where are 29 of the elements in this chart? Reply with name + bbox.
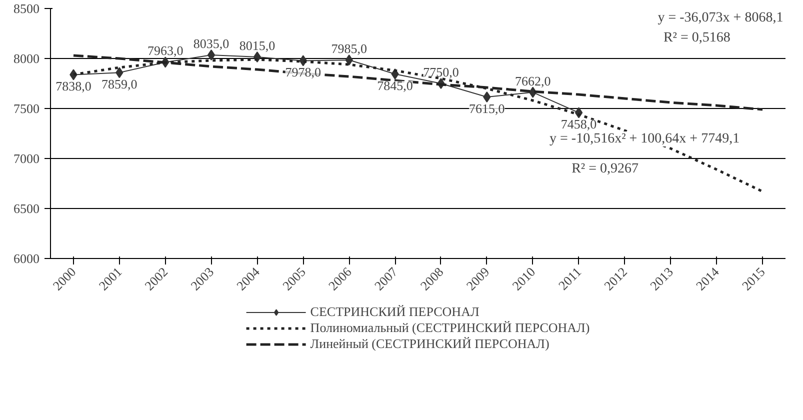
data-label: 7662,0	[514, 73, 551, 88]
point	[207, 50, 216, 60]
data-label: 7838,0	[56, 78, 92, 94]
data-label: 7859,0	[102, 76, 138, 92]
point	[483, 92, 491, 102]
y-tick-label: 6000	[14, 251, 40, 266]
annotation: R² = 0,9267	[572, 162, 639, 176]
data-label: 7963,0	[147, 43, 184, 58]
data-label: 7750,0	[423, 64, 459, 80]
annotation: y = -10,516x² + 100,64x + 7749,1	[550, 132, 740, 146]
y-tick-label: 7000	[14, 151, 40, 166]
y-tick-label: 8000	[14, 51, 40, 66]
y-tick-label: 7500	[14, 101, 40, 116]
data-label: 7458,0	[560, 116, 597, 132]
data-label: 8035,0	[193, 36, 230, 51]
x-tick-label: 2011	[555, 264, 584, 293]
data-label: 7615,0	[469, 101, 505, 116]
data-label: 7845,0	[377, 78, 413, 93]
y-tick-label: 6500	[14, 201, 40, 216]
data-label: 7978,0	[285, 64, 322, 80]
legend-label: Полиномиальный (СЕСТРИНСКИЙ ПЕРСОНАЛ)	[310, 320, 590, 336]
legend-label: Линейный (СЕСТРИНСКИЙ ПЕРСОНАЛ)	[310, 336, 550, 352]
annotation: R² = 0,5168	[663, 30, 730, 46]
legend-label: СЕСТРИНСКИЙ ПЕРСОНАЛ	[310, 304, 480, 320]
annotation: y = -36,073x + 8068,1	[658, 10, 784, 26]
y-tick-label: 8500	[14, 1, 40, 16]
data-label: 7985,0	[331, 41, 367, 56]
point	[345, 54, 353, 66]
data-label: 8015,0	[239, 38, 276, 53]
